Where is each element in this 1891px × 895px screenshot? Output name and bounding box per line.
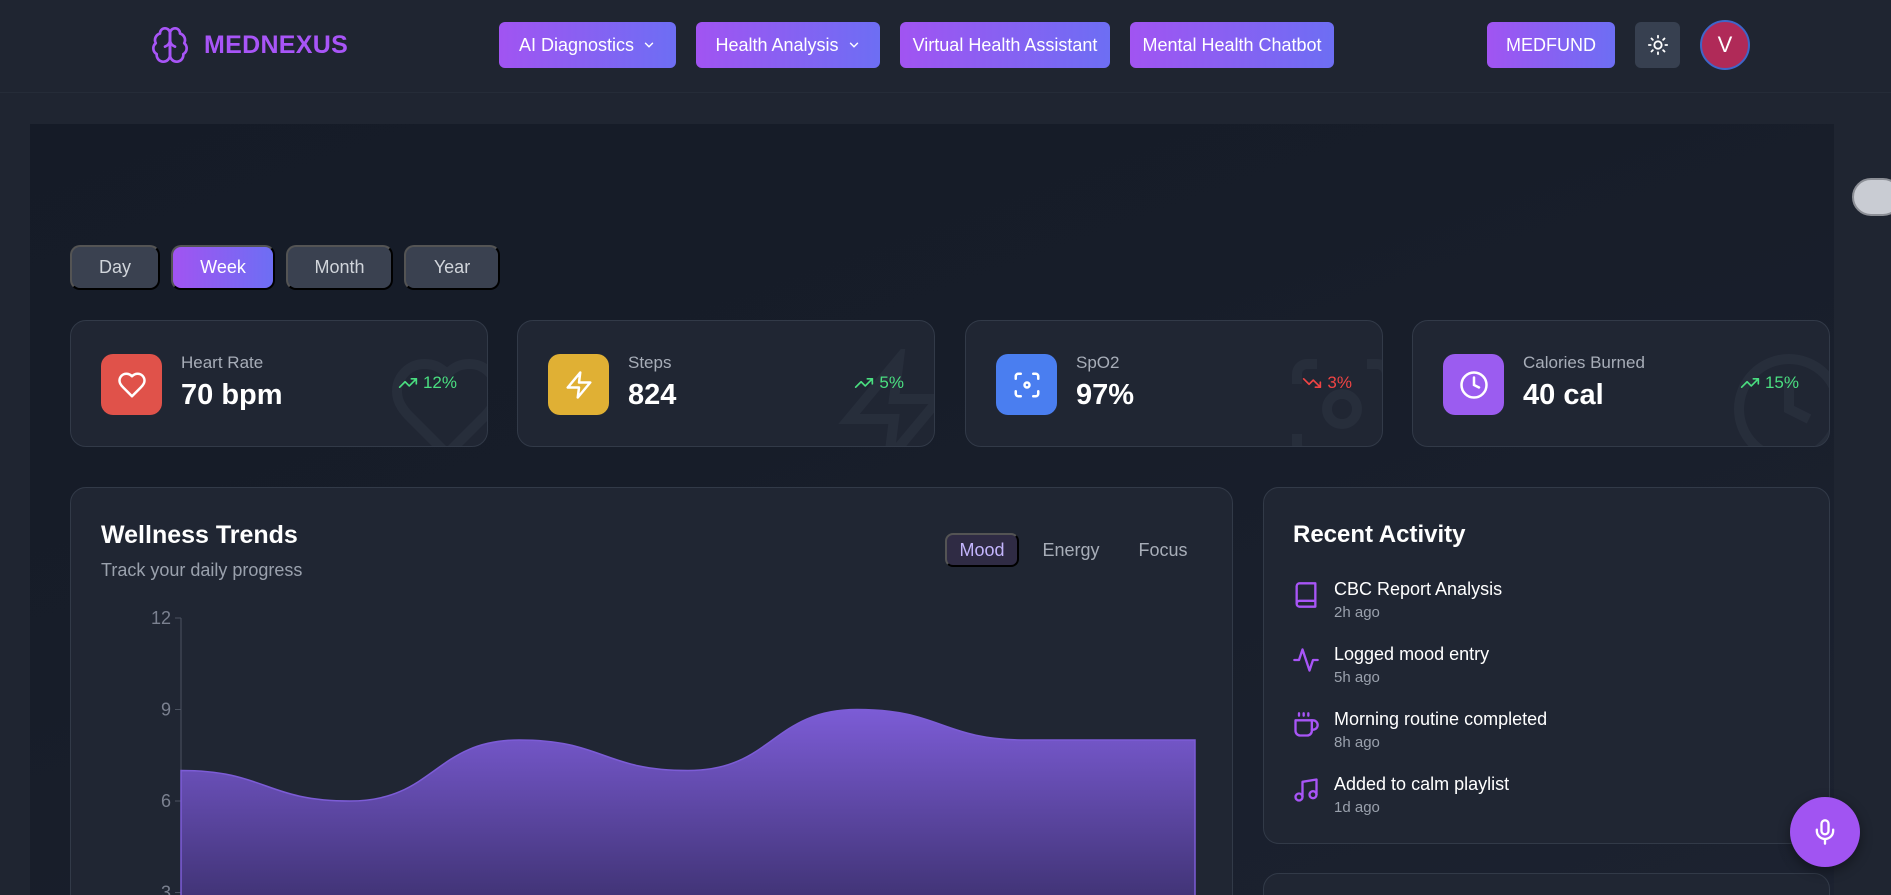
tab-mood[interactable]: Mood (945, 533, 1019, 567)
activity-title-text: Logged mood entry (1334, 644, 1490, 664)
mic-icon (1815, 819, 1835, 845)
brand-logo[interactable]: MEDNEXUS (150, 25, 348, 65)
activity-title-text: CBC Report Analysis (1334, 579, 1503, 599)
coffee-icon (1294, 712, 1319, 737)
stat-label: Heart Rate (181, 353, 264, 372)
stat-label: Steps (628, 353, 672, 372)
music-icon (1294, 778, 1318, 802)
y-tick-label: 9 (161, 700, 171, 720)
activity-title-text: Morning routine completed (1334, 709, 1548, 729)
stat-trend-value: 5% (879, 373, 904, 392)
voice-assistant-button[interactable] (1790, 797, 1860, 867)
nav-ai-diagnostics-button[interactable]: AI Diagnostics (499, 22, 676, 68)
stat-label: SpO2 (1076, 353, 1120, 372)
clock-icon (1443, 354, 1504, 415)
zap-icon (548, 354, 609, 415)
activity-title: Recent Activity (1293, 521, 1466, 548)
nav-virtual-assistant-button[interactable]: Virtual Health Assistant (900, 22, 1110, 68)
top-navbar: MEDNEXUS AI Diagnostics Health Analysis … (0, 0, 1891, 93)
recent-activity-panel (1263, 487, 1830, 844)
stat-value: 824 (628, 379, 677, 411)
wellness-title: Wellness Trends (101, 521, 298, 549)
stat-label: Calories Burned (1523, 353, 1645, 372)
book-icon (1295, 582, 1317, 608)
nav-ai-diagnostics-label: AI Diagnostics (518, 34, 635, 55)
wellness-area-chart: 12 9 6 3 (151, 610, 1196, 895)
activity-time: 1d ago (1334, 799, 1380, 816)
stat-trend: 15% (1740, 373, 1799, 393)
y-tick-label: 6 (161, 791, 171, 811)
stat-trend-value: 12% (422, 373, 457, 392)
chevron-down-icon (644, 42, 654, 48)
y-tick-label: 12 (151, 610, 171, 628)
secondary-panel (1263, 873, 1830, 895)
period-month-button[interactable]: Month (286, 245, 393, 290)
period-day-button[interactable]: Day (70, 245, 160, 290)
heart-icon (101, 354, 162, 415)
zap-bg-icon (838, 349, 934, 446)
tab-focus[interactable]: Focus (1126, 533, 1200, 567)
nav-health-analysis-label: Health Analysis (715, 34, 839, 55)
sun-icon (1647, 34, 1668, 56)
wellness-subtitle: Track your daily progress (101, 560, 303, 580)
nav-health-analysis-button[interactable]: Health Analysis (696, 22, 880, 68)
scan-bg-icon (1292, 359, 1382, 446)
stat-value: 97% (1076, 379, 1135, 411)
scan-icon (996, 354, 1057, 415)
stat-card-calories: Calories Burned 40 cal 15% (1412, 320, 1830, 447)
y-tick-label: 3 (161, 883, 171, 895)
clock-bg-icon (1734, 354, 1829, 446)
brand-name: MEDNEXUS (204, 30, 349, 59)
mood-area-series (180, 708, 1196, 895)
stat-value: 40 cal (1523, 379, 1604, 411)
medfund-button[interactable]: MEDFUND (1487, 22, 1615, 68)
user-avatar[interactable]: V (1700, 20, 1750, 70)
chevron-down-icon (849, 42, 858, 48)
tab-energy[interactable]: Energy (1033, 533, 1109, 567)
nav-mental-chatbot-button[interactable]: Mental Health Chatbot (1130, 22, 1334, 68)
stat-value: 70 bpm (181, 379, 283, 411)
theme-toggle-button[interactable] (1635, 22, 1680, 68)
stat-trend-value: 15% (1764, 373, 1799, 392)
trending-up-icon (855, 378, 874, 388)
stat-trend: 5% (854, 373, 904, 393)
trending-up-icon (398, 378, 418, 388)
stat-card-heart-rate: Heart Rate 70 bpm 12% (70, 320, 488, 447)
stat-trend: 12% (398, 373, 457, 393)
stat-card-spo2: SpO2 97% 3% (965, 320, 1383, 447)
trending-down-icon (1303, 378, 1322, 388)
activity-time: 5h ago (1334, 669, 1380, 686)
stat-trend: 3% (1302, 373, 1352, 393)
activity-icon (1293, 648, 1319, 672)
side-widget-tab[interactable] (1852, 178, 1891, 216)
stat-trend-value: 3% (1327, 373, 1352, 392)
activity-time: 2h ago (1334, 604, 1380, 621)
period-year-button[interactable]: Year (404, 245, 500, 290)
stat-card-steps: Steps 824 5% (517, 320, 935, 447)
brain-icon (152, 27, 188, 63)
period-week-button[interactable]: Week (171, 245, 275, 290)
heart-bg-icon (391, 358, 487, 446)
activity-time: 8h ago (1334, 734, 1380, 751)
trending-up-icon (1740, 378, 1760, 388)
activity-title-text: Added to calm playlist (1334, 774, 1510, 794)
